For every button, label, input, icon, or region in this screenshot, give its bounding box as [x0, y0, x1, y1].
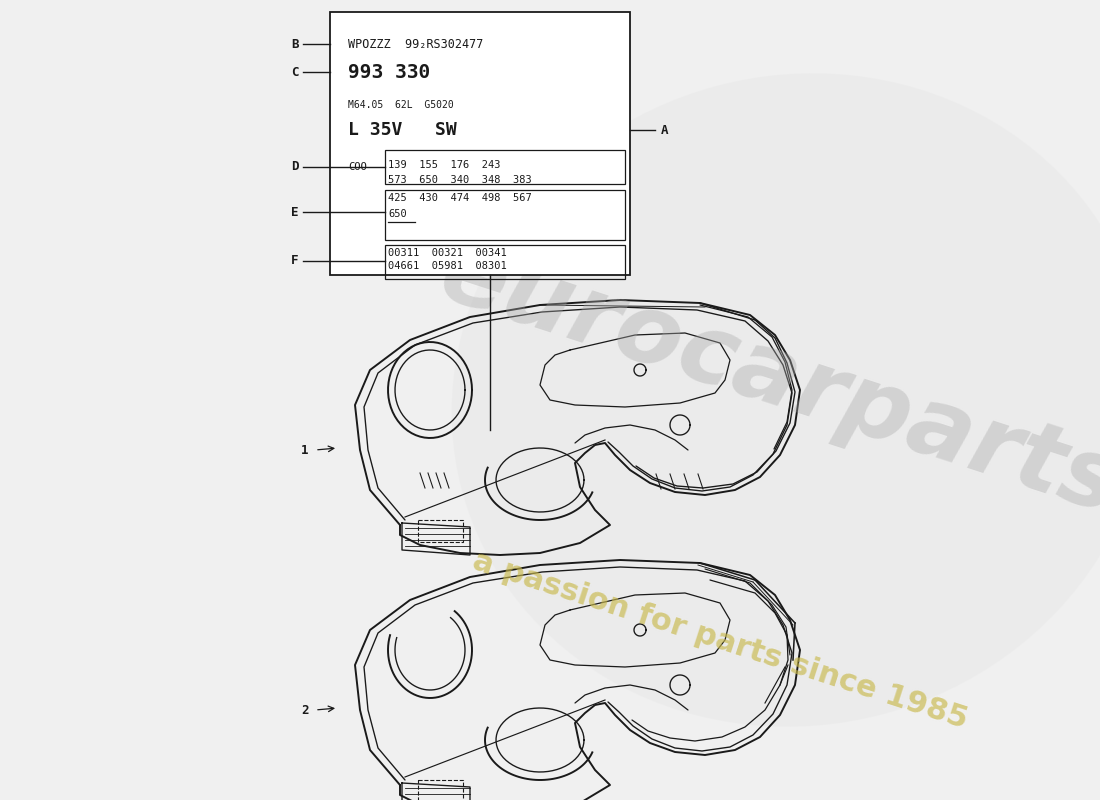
Text: 2: 2 — [301, 703, 309, 717]
Text: 425  430  474  498  567: 425 430 474 498 567 — [388, 193, 531, 203]
Text: 139  155  176  243: 139 155 176 243 — [388, 160, 500, 170]
Text: a passion for parts since 1985: a passion for parts since 1985 — [469, 546, 971, 734]
Bar — [385, 150, 625, 184]
Text: COO: COO — [348, 162, 366, 172]
Text: 573  650  340  348  383: 573 650 340 348 383 — [388, 175, 531, 185]
Text: WPOZZZ  99₂RS302477: WPOZZZ 99₂RS302477 — [348, 38, 483, 50]
Text: C: C — [292, 66, 299, 78]
Text: 1: 1 — [301, 443, 309, 457]
Bar — [385, 190, 625, 240]
Bar — [418, 520, 463, 542]
Text: 04661  05981  08301: 04661 05981 08301 — [388, 261, 507, 271]
Text: eurocarparts: eurocarparts — [429, 226, 1100, 534]
Text: A: A — [661, 123, 669, 137]
Text: E: E — [292, 206, 299, 218]
Bar — [418, 780, 463, 800]
Text: 650: 650 — [388, 209, 407, 219]
Text: D: D — [292, 161, 299, 174]
Text: F: F — [292, 254, 299, 267]
Text: M64.05  62L  G5020: M64.05 62L G5020 — [348, 100, 453, 110]
Bar — [330, 12, 630, 275]
Text: 00311  00321  00341: 00311 00321 00341 — [388, 248, 507, 258]
Text: 993 330: 993 330 — [348, 62, 430, 82]
Ellipse shape — [452, 74, 1100, 726]
Text: L 35V   SW: L 35V SW — [348, 121, 456, 139]
Text: B: B — [292, 38, 299, 50]
Bar — [385, 245, 625, 279]
